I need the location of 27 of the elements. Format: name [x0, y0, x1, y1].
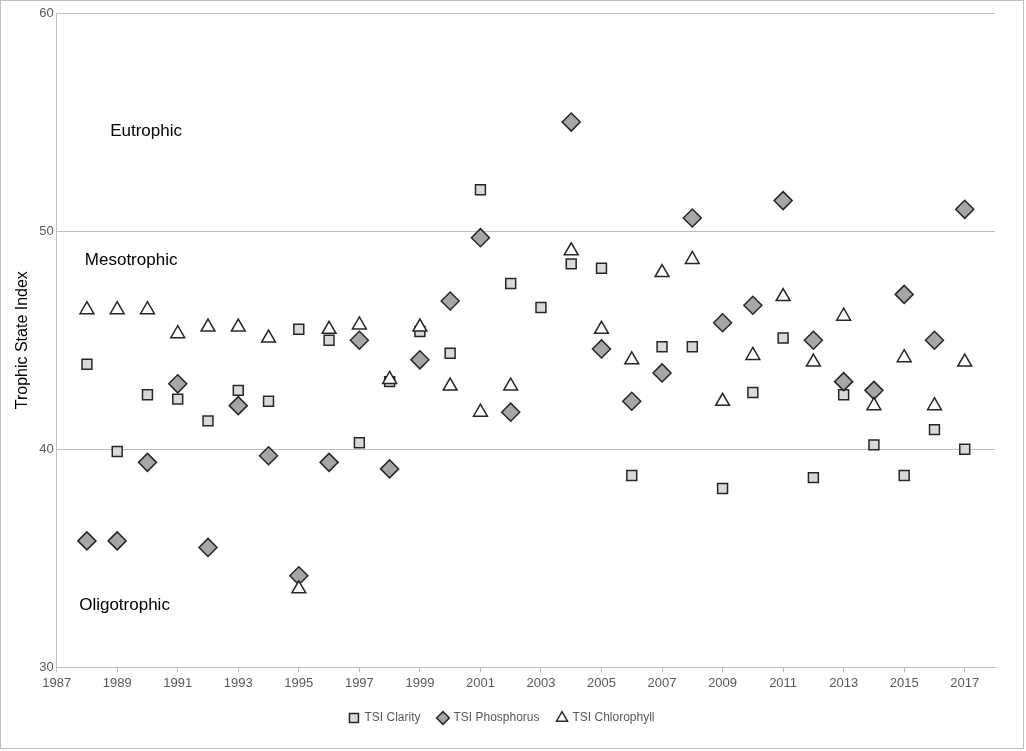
annotation: Oligotrophic	[79, 594, 171, 614]
x-tick-label: 2009	[708, 674, 738, 690]
x-tick-label: 1991	[163, 674, 193, 690]
legend-label: TSI Clarity	[364, 710, 421, 725]
x-tick-label: 2013	[829, 674, 859, 690]
y-tick-label: 30	[39, 658, 54, 674]
x-tick-label: 1997	[344, 674, 374, 690]
legend-label: TSI Chlorophyll	[572, 710, 655, 725]
x-tick-label: 2005	[587, 674, 616, 690]
x-tick-label: 1999	[405, 674, 435, 690]
x-tick-label: 2011	[769, 674, 798, 690]
annotation: Eutrophic	[110, 121, 183, 141]
annotation: Mesotrophic	[84, 250, 178, 270]
x-tick-label: 1993	[223, 674, 253, 690]
x-tick-label: 2001	[465, 674, 495, 690]
x-tick-label: 1989	[102, 674, 132, 690]
y-tick-label: 50	[39, 222, 54, 238]
y-tick-label: 40	[39, 440, 54, 456]
x-tick-label: 2003	[526, 674, 556, 690]
x-tick-label: 2017	[950, 674, 980, 690]
x-tick-label: 1995	[284, 674, 314, 690]
x-tick-label: 2015	[889, 674, 919, 690]
legend-label: TSI Phosphorus	[453, 710, 540, 725]
y-axis-title: Trophic State Index	[13, 271, 31, 410]
x-tick-label: 2007	[647, 674, 677, 690]
x-tick-label: 1987	[42, 674, 72, 690]
y-tick-label: 60	[39, 4, 54, 20]
